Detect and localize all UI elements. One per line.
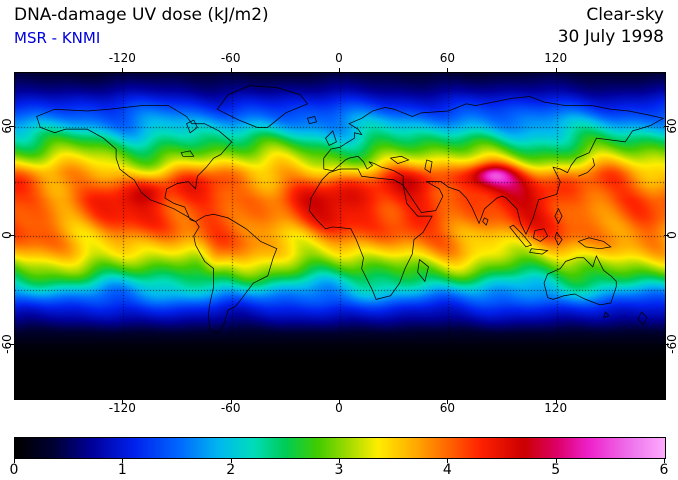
lon-tick-label-bottom: 120 — [544, 401, 568, 415]
lat-tick-mark — [664, 343, 669, 345]
colorbar-tick-mark — [230, 459, 232, 463]
colorbar-tick-label: 3 — [334, 462, 344, 478]
lat-tick-mark — [9, 235, 14, 236]
colorbar-ticks — [14, 459, 665, 463]
lon-tick-mark — [122, 68, 124, 72]
colorbar-tick-label: 0 — [9, 462, 19, 478]
colorbar-tick-label: 6 — [659, 462, 669, 478]
coast-madagascar — [417, 258, 429, 283]
coast-north-america — [36, 105, 233, 222]
longitude-axis-top: -120 -60 0 60 120 — [14, 51, 664, 66]
coast-eurasia — [323, 96, 665, 236]
coast-greenland — [216, 85, 309, 128]
lat-tick-mark — [9, 126, 14, 128]
longitude-ticks-top — [14, 68, 664, 72]
colorbar-tick-label: 5 — [551, 462, 561, 478]
lon-tick-mark — [447, 400, 449, 404]
lon-tick-mark — [555, 68, 557, 72]
coast-sri-lanka — [482, 217, 489, 226]
lon-tick-mark — [230, 68, 232, 72]
colorbar-scale: 0 1 2 3 4 5 6 — [10, 462, 669, 478]
latitude-ticks-right — [664, 72, 669, 398]
lon-tick-label-bottom: -60 — [220, 401, 241, 415]
page-title: DNA-damage UV dose (kJ/m2) — [14, 5, 269, 25]
lon-tick-label-bottom: -120 — [108, 401, 136, 415]
lon-tick-label-top: 0 — [335, 51, 343, 65]
coast-new-guinea — [577, 237, 612, 250]
coast-hudson-bay — [186, 119, 198, 134]
lat-tick-mark — [664, 126, 669, 128]
coast-iceland — [307, 116, 317, 125]
world-map-plot — [14, 72, 666, 400]
source-label: MSR - KNMI — [14, 29, 101, 47]
colorbar-tick-mark — [664, 459, 665, 463]
colorbar-tick-mark — [447, 459, 449, 463]
sky-condition-label: Clear-sky — [586, 5, 664, 25]
lon-tick-mark — [122, 400, 124, 404]
lon-tick-label-bottom: 0 — [335, 401, 343, 415]
lon-tick-label-top: -120 — [108, 51, 136, 65]
coastline-overlay — [36, 85, 665, 335]
coast-south-america — [193, 213, 278, 335]
colorbar-tick-mark — [555, 459, 557, 463]
coast-africa — [308, 168, 433, 300]
longitude-axis-bottom: -120 -60 0 60 120 — [14, 401, 664, 416]
colorbar-tick-mark — [122, 459, 124, 463]
lat-tick-mark — [664, 235, 669, 236]
colorbar-tick-label: 1 — [117, 462, 127, 478]
colorbar-gradient — [15, 438, 665, 458]
colorbar-tick-label: 4 — [442, 462, 452, 478]
lon-tick-mark — [230, 400, 232, 404]
colorbar-tick-mark — [14, 459, 15, 463]
uv-heatmap-canvas — [15, 73, 665, 399]
coast-borneo — [532, 228, 549, 242]
coast-tasmania — [603, 311, 610, 319]
lon-tick-label-bottom: 60 — [439, 401, 455, 415]
coast-japan — [578, 158, 595, 177]
lon-tick-mark — [339, 400, 340, 404]
lat-tick-mark — [9, 343, 14, 345]
date-label: 30 July 1998 — [557, 27, 664, 47]
lon-tick-mark — [447, 68, 449, 72]
coast-caspian — [424, 159, 433, 174]
colorbar-tick-mark — [339, 459, 340, 463]
lon-tick-label-top: -60 — [220, 51, 241, 65]
coast-sumatra — [509, 224, 533, 248]
coast-black-sea — [389, 155, 410, 164]
longitude-ticks-bottom — [14, 400, 664, 404]
lon-tick-label-top: 60 — [439, 51, 455, 65]
lon-tick-mark — [339, 68, 340, 72]
colorbar-tick-label: 2 — [226, 462, 236, 478]
coast-britain — [325, 130, 337, 146]
colorbar — [14, 437, 666, 459]
lon-tick-label-top: 120 — [544, 51, 568, 65]
coast-australia — [543, 254, 617, 306]
coast-new-zealand — [637, 311, 648, 326]
coast-sulawesi — [554, 231, 563, 246]
coast-java — [529, 248, 549, 255]
coast-philippines — [554, 208, 563, 225]
latitude-ticks-left — [9, 72, 14, 398]
lon-tick-mark — [555, 400, 557, 404]
coast-great-lakes — [180, 150, 195, 157]
